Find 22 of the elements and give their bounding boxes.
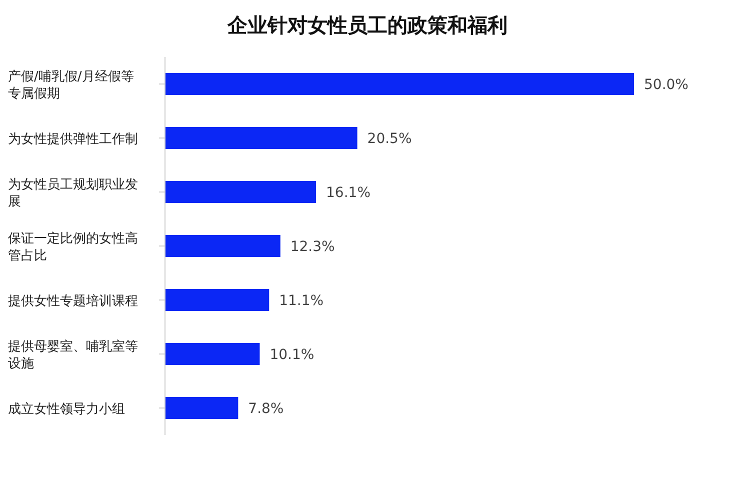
y-tick-label: 提供女性专题培训课程: [8, 294, 138, 309]
data-label: 12.3%: [290, 238, 335, 255]
data-label: 11.1%: [279, 292, 324, 309]
y-tick-label: 成立女性领导力小组: [8, 401, 125, 417]
bar: [165, 235, 280, 257]
bar: [165, 289, 270, 311]
data-label: 10.1%: [270, 346, 314, 363]
bar: [165, 397, 238, 419]
data-label: 7.8%: [248, 400, 284, 417]
bar: [165, 127, 358, 149]
data-label: 50.0%: [644, 76, 688, 93]
y-tick-label: 为女性提供弹性工作制: [8, 132, 138, 147]
y-tick-label: 为女性员工规划职业发展: [8, 178, 138, 210]
y-tick-label: 产假/哺乳假/月经假等专属假期: [8, 70, 134, 102]
y-tick-label: 提供母婴室、哺乳室等设施: [8, 338, 138, 372]
bar: [165, 181, 316, 203]
bar: [165, 343, 260, 365]
y-tick-label: 保证一定比例的女性高管占比: [8, 230, 138, 264]
bar: [165, 73, 634, 95]
data-label: 16.1%: [326, 184, 370, 201]
chart-title: 企业针对女性员工的政策和福利: [226, 12, 508, 39]
data-label: 20.5%: [367, 130, 412, 147]
